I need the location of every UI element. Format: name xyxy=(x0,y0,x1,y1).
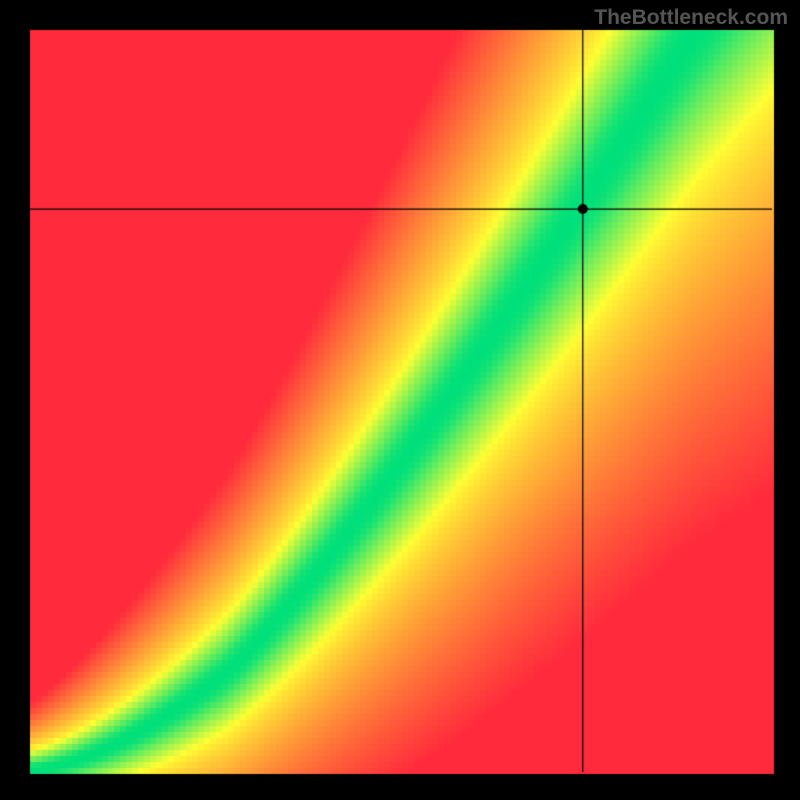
chart-container: TheBottleneck.com xyxy=(0,0,800,800)
bottleneck-heatmap-canvas xyxy=(0,0,800,800)
watermark-text: TheBottleneck.com xyxy=(594,6,788,30)
